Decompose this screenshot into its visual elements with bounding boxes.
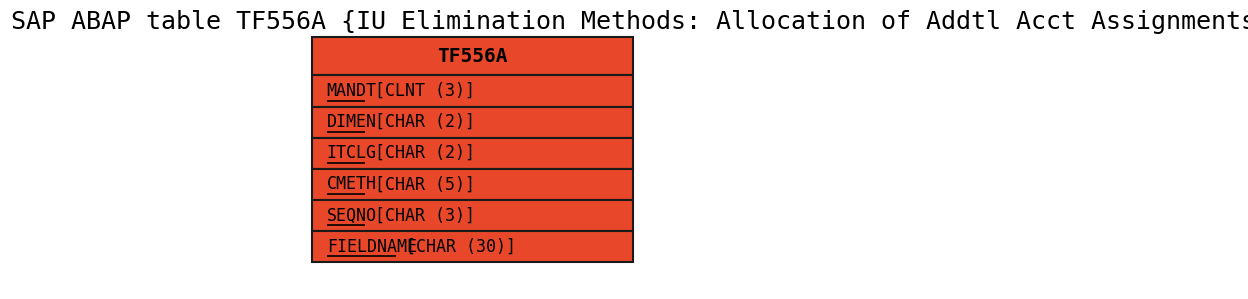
FancyBboxPatch shape xyxy=(312,75,633,106)
FancyBboxPatch shape xyxy=(312,169,633,200)
Text: DIMEN: DIMEN xyxy=(327,113,377,131)
Text: SEQNO: SEQNO xyxy=(327,206,377,225)
FancyBboxPatch shape xyxy=(312,200,633,231)
Text: MANDT: MANDT xyxy=(327,82,377,100)
Text: SAP ABAP table TF556A {IU Elimination Methods: Allocation of Addtl Acct Assignme: SAP ABAP table TF556A {IU Elimination Me… xyxy=(11,10,1248,34)
FancyBboxPatch shape xyxy=(312,37,633,75)
Text: ITCLG: ITCLG xyxy=(327,144,377,162)
FancyBboxPatch shape xyxy=(312,231,633,262)
Text: [CLNT (3)]: [CLNT (3)] xyxy=(366,82,475,100)
Text: [CHAR (2)]: [CHAR (2)] xyxy=(366,144,475,162)
Text: TF556A: TF556A xyxy=(438,47,508,66)
Text: [CHAR (5)]: [CHAR (5)] xyxy=(366,175,475,193)
Text: [CHAR (30)]: [CHAR (30)] xyxy=(396,237,517,256)
Text: CMETH: CMETH xyxy=(327,175,377,193)
Text: FIELDNAME: FIELDNAME xyxy=(327,237,417,256)
Text: [CHAR (3)]: [CHAR (3)] xyxy=(366,206,475,225)
FancyBboxPatch shape xyxy=(312,106,633,138)
FancyBboxPatch shape xyxy=(312,138,633,169)
Text: [CHAR (2)]: [CHAR (2)] xyxy=(366,113,475,131)
